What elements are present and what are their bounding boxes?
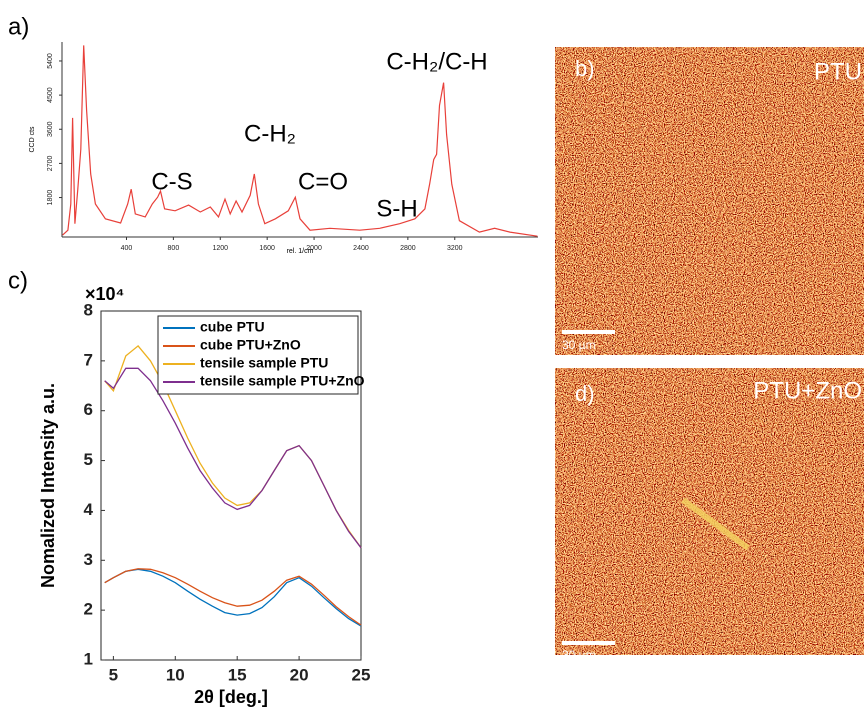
y-tick-label: 3 — [84, 550, 93, 569]
y-tick-label: 1 — [84, 649, 93, 668]
legend-label: cube PTU+ZnO — [200, 337, 301, 353]
image-title: PTU — [814, 58, 862, 85]
annotation: C-H₂/C-H — [386, 48, 487, 75]
y-tick-label: 4500 — [47, 87, 54, 103]
y-axis-label: CCD cts — [29, 126, 36, 153]
plot-frame — [100, 310, 362, 661]
legend-label: cube PTU — [200, 319, 265, 335]
panel-label: a) — [8, 13, 29, 40]
annotation: C=O — [298, 168, 348, 195]
y-tick-label: 2700 — [47, 156, 54, 172]
x-axis-label: 2θ [deg.] — [194, 687, 268, 707]
y-tick-label: 5 — [84, 450, 93, 469]
x-tick-label: 3200 — [447, 245, 463, 252]
x-tick-label: 400 — [121, 245, 133, 252]
y-tick-label: 3600 — [47, 121, 54, 137]
x-tick-label: 25 — [352, 665, 371, 684]
x-tick-label: 20 — [290, 665, 309, 684]
legend-label: tensile sample PTU — [200, 355, 328, 371]
y-tick-label: 1800 — [47, 190, 54, 206]
y-tick-label: 5400 — [47, 53, 54, 69]
particle — [681, 497, 750, 551]
scale-label: 30 µm — [562, 338, 596, 352]
panel-label: c) — [8, 267, 28, 294]
y-tick-label: 6 — [84, 400, 93, 419]
legend-label: tensile sample PTU+ZnO — [200, 373, 365, 389]
annotation: C-H₂ — [244, 120, 296, 147]
y-tick-label: 4 — [84, 500, 94, 519]
micrograph — [555, 368, 864, 655]
x-tick-label: 10 — [166, 665, 185, 684]
series-line — [104, 568, 362, 626]
x-tick-label: 2000 — [306, 245, 322, 252]
y-axis-label: Nomalized Intensity a.u. — [38, 383, 58, 588]
annotation: C-S — [151, 168, 192, 195]
x-tick-label: 2800 — [400, 245, 416, 252]
annotation: S-H — [376, 195, 417, 222]
spectrum-line — [62, 45, 538, 237]
chart-c: c) 5 10 15 20 25 1 2 3 4 5 6 7 8 2θ [deg.] Nomalized In… — [8, 267, 370, 706]
scale-label: 30 µm — [562, 648, 596, 662]
series-line — [104, 367, 362, 549]
x-tick-label: 1200 — [212, 245, 228, 252]
micrograph — [555, 47, 864, 355]
chart-a: a) 400 800 1200 1600 2000 2400 2800 3200 1800 2700… — [8, 13, 538, 255]
y-multiplier: ×10⁴ — [85, 284, 124, 304]
x-tick-label: 2400 — [353, 245, 369, 252]
x-axis-label: rel. 1/cm — [287, 248, 314, 255]
x-tick-label: 15 — [228, 665, 247, 684]
x-tick-label: 1600 — [259, 245, 275, 252]
panel-label: b) — [575, 56, 595, 81]
y-tick-label: 8 — [84, 300, 93, 319]
x-tick-label: 800 — [168, 245, 180, 252]
image-title: PTU+ZnO — [753, 377, 862, 404]
y-tick-label: 2 — [84, 600, 93, 619]
y-tick-label: 7 — [84, 350, 93, 369]
x-tick-label: 5 — [109, 665, 118, 684]
panel-label: d) — [575, 381, 595, 406]
series-line — [104, 568, 362, 627]
